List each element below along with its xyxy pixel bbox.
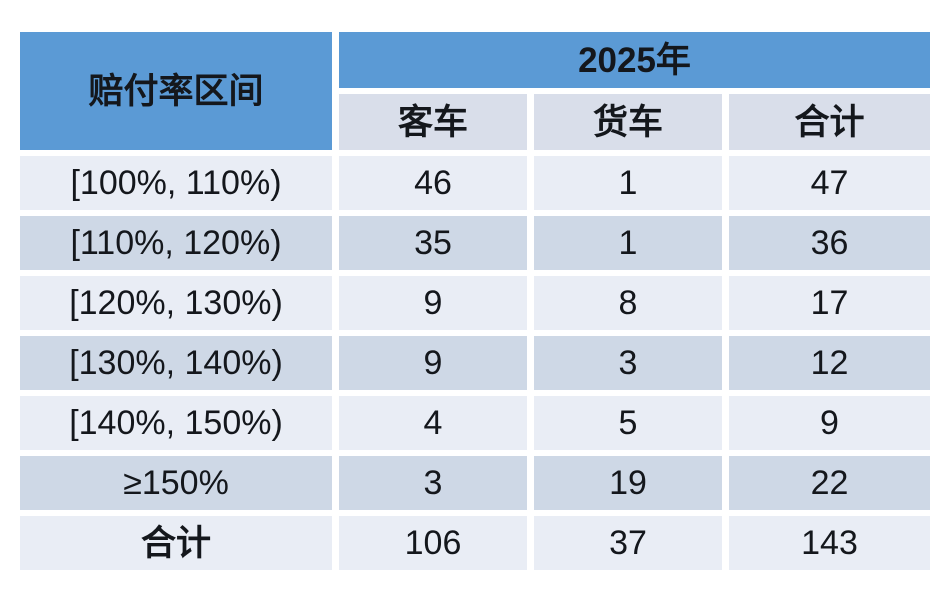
value-cell: 22 — [729, 456, 930, 510]
value-cell: 9 — [339, 336, 527, 390]
value-cell: 1 — [534, 156, 722, 210]
value-cell: 12 — [729, 336, 930, 390]
col-header-passenger: 客车 — [339, 94, 527, 150]
loss-ratio-table: 赔付率区间 2025年 客车 货车 合计 [100%, 110%) 46 1 4… — [20, 32, 930, 570]
corner-header-cell: 赔付率区间 — [20, 32, 332, 150]
value-cell: 46 — [339, 156, 527, 210]
interval-cell: [120%, 130%) — [20, 276, 332, 330]
value-cell: 3 — [339, 456, 527, 510]
value-cell: 19 — [534, 456, 722, 510]
value-cell: 35 — [339, 216, 527, 270]
col-header-total: 合计 — [729, 94, 930, 150]
value-cell: 8 — [534, 276, 722, 330]
value-cell: 1 — [534, 216, 722, 270]
value-cell: 37 — [534, 516, 722, 570]
year-header-cell: 2025年 — [339, 32, 930, 88]
value-cell: 9 — [729, 396, 930, 450]
value-cell: 36 — [729, 216, 930, 270]
value-cell: 106 — [339, 516, 527, 570]
interval-cell: ≥150% — [20, 456, 332, 510]
totals-label-cell: 合计 — [20, 516, 332, 570]
value-cell: 4 — [339, 396, 527, 450]
value-cell: 143 — [729, 516, 930, 570]
interval-cell: [110%, 120%) — [20, 216, 332, 270]
value-cell: 47 — [729, 156, 930, 210]
value-cell: 3 — [534, 336, 722, 390]
value-cell: 9 — [339, 276, 527, 330]
interval-cell: [140%, 150%) — [20, 396, 332, 450]
interval-cell: [130%, 140%) — [20, 336, 332, 390]
interval-cell: [100%, 110%) — [20, 156, 332, 210]
col-header-truck: 货车 — [534, 94, 722, 150]
value-cell: 5 — [534, 396, 722, 450]
value-cell: 17 — [729, 276, 930, 330]
